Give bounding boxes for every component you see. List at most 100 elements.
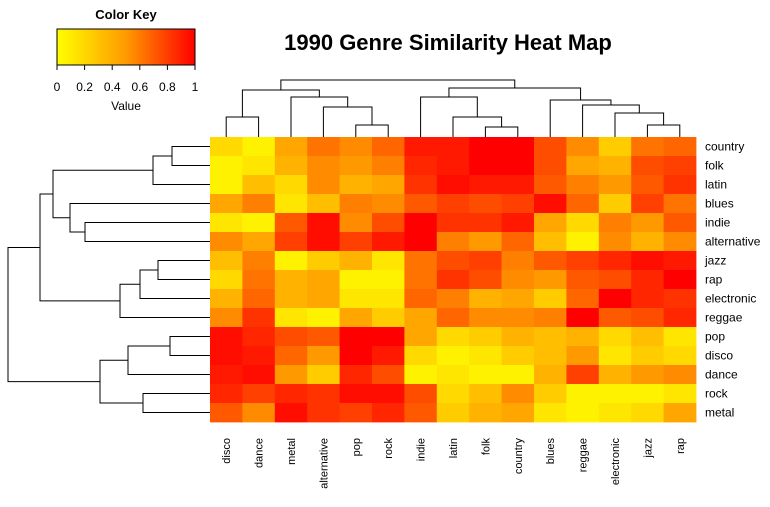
- cell-metal-pop: [339, 403, 373, 423]
- cell-rap-indie: [404, 270, 438, 290]
- cell-jazz-dance: [242, 251, 276, 271]
- cell-latin-disco: [210, 175, 243, 195]
- cell-rock-jazz: [631, 384, 664, 404]
- cell-electronic-rock: [372, 289, 405, 309]
- cell-electronic-dance: [242, 289, 276, 309]
- cell-alternative-rock: [372, 232, 405, 252]
- cell-metal-disco: [210, 403, 243, 423]
- row-label-rap: rap: [705, 273, 723, 287]
- color-key-tick-label: 0.4: [104, 80, 121, 94]
- cell-indie-dance: [242, 213, 276, 233]
- cell-latin-folk: [469, 175, 502, 195]
- column-label-electronic: electronic: [610, 438, 622, 486]
- cell-alternative-metal: [274, 232, 308, 252]
- cell-metal-jazz: [631, 403, 664, 423]
- chart-title: 1990 Genre Similarity Heat Map: [284, 30, 612, 55]
- cell-latin-indie: [404, 175, 438, 195]
- cell-indie-rock: [372, 213, 405, 233]
- column-label-jazz: jazz: [642, 438, 654, 459]
- cell-electronic-metal: [274, 289, 308, 309]
- cell-disco-folk: [469, 346, 502, 366]
- cell-pop-disco: [210, 327, 243, 347]
- cell-disco-latin: [436, 346, 470, 366]
- cell-electronic-folk: [469, 289, 502, 309]
- dendrogram-branch: [7, 246, 100, 383]
- column-label-blues: blues: [545, 438, 557, 465]
- dendrogram-branch: [241, 89, 320, 117]
- column-label-metal: metal: [286, 438, 298, 465]
- cell-jazz-reggae: [566, 251, 600, 271]
- dendrogram-branch: [157, 260, 210, 280]
- cell-blues-electronic: [598, 194, 632, 214]
- cell-blues-pop: [339, 194, 373, 214]
- cell-dance-blues: [534, 365, 567, 385]
- cell-rap-jazz: [631, 270, 664, 290]
- cell-metal-folk: [469, 403, 502, 423]
- dendrogram-branch: [290, 96, 349, 137]
- cell-rap-disco: [210, 270, 243, 290]
- dendrogram-branch: [52, 169, 153, 219]
- cell-dance-dance: [242, 365, 276, 385]
- cell-disco-jazz: [631, 346, 664, 366]
- dendrogram-branch: [139, 269, 210, 299]
- cell-reggae-rap: [663, 308, 697, 328]
- cell-disco-indie: [404, 346, 438, 366]
- cell-folk-country: [501, 156, 535, 176]
- cell-disco-reggae: [566, 346, 600, 366]
- cell-disco-rap: [663, 346, 697, 366]
- cell-rock-folk: [469, 384, 502, 404]
- cell-rap-folk: [469, 270, 502, 290]
- cell-blues-latin: [436, 194, 470, 214]
- cell-indie-pop: [339, 213, 373, 233]
- dendrogram-branch: [39, 193, 120, 302]
- cell-folk-electronic: [598, 156, 632, 176]
- cell-jazz-blues: [534, 251, 567, 271]
- column-label-indie: indie: [416, 438, 428, 461]
- cell-rock-rap: [663, 384, 697, 404]
- cell-dance-disco: [210, 365, 243, 385]
- column-label-country: country: [513, 438, 525, 475]
- cell-reggae-metal: [274, 308, 308, 328]
- cell-alternative-reggae: [566, 232, 600, 252]
- dendrogram-branch: [549, 99, 612, 137]
- cell-rock-pop: [339, 384, 373, 404]
- cell-latin-electronic: [598, 175, 632, 195]
- cell-metal-electronic: [598, 403, 632, 423]
- cell-jazz-rock: [372, 251, 405, 271]
- cell-country-disco: [210, 137, 243, 157]
- cell-pop-jazz: [631, 327, 664, 347]
- cell-latin-rock: [372, 175, 405, 195]
- cell-rock-latin: [436, 384, 470, 404]
- dendrogram-branch: [171, 146, 210, 166]
- dendrogram-branch: [225, 116, 260, 137]
- cell-folk-dance: [242, 156, 276, 176]
- cell-rap-rap: [663, 270, 697, 290]
- column-labels: disco dance metal alternative pop rock indie la…: [221, 438, 687, 489]
- row-label-rock: rock: [705, 387, 729, 401]
- dendrogram-branch: [322, 106, 373, 137]
- cell-rock-metal: [274, 384, 308, 404]
- cell-pop-blues: [534, 327, 567, 347]
- cell-jazz-electronic: [598, 251, 632, 271]
- row-label-alternative: alternative: [705, 235, 761, 249]
- color-key-tick-label: 0.8: [159, 80, 176, 94]
- cell-country-metal: [274, 137, 308, 157]
- dendrogram-branch: [99, 359, 143, 404]
- cell-metal-dance: [242, 403, 276, 423]
- row-label-indie: indie: [705, 216, 731, 230]
- cell-pop-dance: [242, 327, 276, 347]
- cell-folk-alternative: [307, 156, 340, 176]
- cell-reggae-reggae: [566, 308, 600, 328]
- cell-indie-reggae: [566, 213, 600, 233]
- cell-alternative-indie: [404, 232, 438, 252]
- row-label-country: country: [705, 140, 744, 154]
- dendrogram-branch: [169, 336, 210, 356]
- color-key-title: Color Key: [95, 7, 157, 22]
- cell-alternative-jazz: [631, 232, 664, 252]
- cell-folk-reggae: [566, 156, 600, 176]
- cell-country-latin: [436, 137, 470, 157]
- column-label-disco: disco: [221, 438, 233, 464]
- cell-alternative-rap: [663, 232, 697, 252]
- dendrogram-branch: [84, 222, 210, 242]
- cell-disco-rock: [372, 346, 405, 366]
